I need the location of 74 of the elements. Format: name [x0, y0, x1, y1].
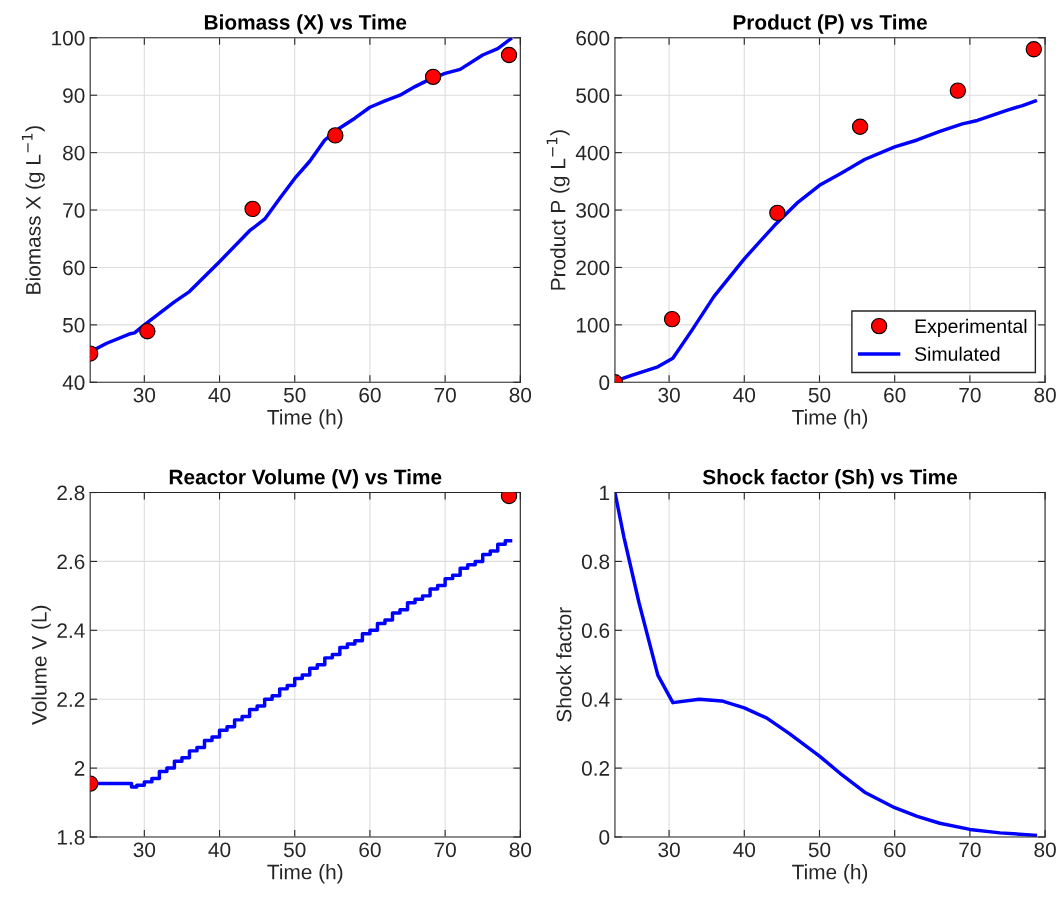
- point: [769, 204, 786, 222]
- x-tick-label: 60: [884, 387, 906, 403]
- point: [327, 127, 344, 144]
- y-tick-label: 2.6: [57, 554, 85, 570]
- y-tick-label: 40: [62, 375, 85, 391]
- x-tick-label: 40: [733, 842, 756, 858]
- y-tick-label: 1: [600, 485, 610, 501]
- x-tick-label: 50: [283, 842, 306, 858]
- point: [500, 46, 518, 64]
- y-tick-label: 500: [576, 88, 610, 103]
- chart-title: Biomass (X) vs Time: [204, 14, 407, 34]
- y-tick-label: 80: [63, 145, 85, 161]
- point: [949, 82, 967, 99]
- y-tick-label: 0.2: [581, 761, 610, 776]
- y-tick-label: 0.6: [581, 623, 610, 639]
- legend-label: Experimental: [915, 318, 1027, 337]
- x-tick-label: 40: [208, 387, 231, 403]
- point: [851, 118, 869, 135]
- x-tick-label: 60: [359, 387, 381, 403]
- y-tick-label: 300: [576, 203, 610, 218]
- x-tick-label: 80: [509, 387, 532, 403]
- chart-title: Product (P) vs Time: [733, 14, 927, 34]
- y-tick-label: 2.4: [57, 623, 85, 638]
- y-tick-label: 400: [575, 145, 610, 161]
- y-tick-label: 0.4: [581, 692, 610, 707]
- legend-label: Simulated: [915, 346, 1000, 361]
- x-tick-label: 40: [733, 387, 756, 403]
- y-axis-title: Volume V (L): [31, 605, 51, 725]
- x-axis-title: Time (h): [267, 409, 343, 429]
- y-axis-title: Product P (g L$^{−1}$): [546, 130, 570, 290]
- point: [139, 322, 156, 340]
- x-tick-label: 50: [808, 387, 831, 403]
- y-tick-label: 60: [63, 260, 85, 276]
- y-tick-label: 0: [599, 830, 610, 845]
- x-tick-label: 70: [959, 387, 981, 403]
- y-tick-label: 50: [62, 317, 85, 333]
- point: [663, 310, 681, 328]
- x-tick-label: 70: [959, 842, 981, 858]
- y-tick-label: 2.2: [57, 692, 85, 707]
- x-tick-label: 60: [359, 842, 381, 858]
- y-tick-label: 1.8: [57, 830, 85, 845]
- x-tick-label: 70: [434, 387, 456, 403]
- y-axis-title: Biomass X (g L$^{−1}$): [21, 126, 45, 294]
- y-tick-label: 90: [63, 88, 85, 103]
- x-tick-label: 30: [658, 387, 680, 403]
- x-tick-label: 80: [509, 842, 532, 858]
- x-tick-label: 70: [434, 842, 456, 858]
- x-tick-label: 40: [208, 842, 231, 858]
- x-axis-title: Time (h): [792, 409, 868, 429]
- y-tick-label: 100: [52, 30, 85, 46]
- y-axis-title: Shock factor: [556, 607, 572, 722]
- y-tick-label: 600: [576, 30, 610, 46]
- y-tick-label: 200: [576, 260, 610, 276]
- chart-title: Shock factor (Sh) vs Time: [702, 469, 958, 489]
- y-tick-label: 0.8: [581, 554, 610, 570]
- x-tick-label: 50: [808, 842, 831, 858]
- chart-title: Reactor Volume (V) vs Time: [169, 469, 442, 489]
- x-tick-label: 30: [133, 387, 156, 403]
- y-tick-label: 2.8: [57, 485, 85, 501]
- y-tick-label: 0: [599, 375, 610, 391]
- x-tick-label: 30: [658, 842, 680, 858]
- x-tick-label: 60: [884, 842, 906, 858]
- x-tick-label: 50: [283, 387, 306, 403]
- point: [1025, 41, 1042, 58]
- x-tick-label: 30: [133, 842, 156, 858]
- point: [244, 200, 261, 218]
- point: [424, 68, 442, 86]
- y-tick-label: 100: [576, 317, 610, 333]
- x-axis-title: Time (h): [792, 864, 868, 884]
- y-tick-label: 70: [63, 203, 85, 218]
- x-axis-title: Time (h): [267, 864, 343, 884]
- y-tick-label: 2: [74, 761, 85, 776]
- x-tick-label: 80: [1034, 387, 1056, 403]
- x-tick-label: 80: [1034, 842, 1056, 858]
